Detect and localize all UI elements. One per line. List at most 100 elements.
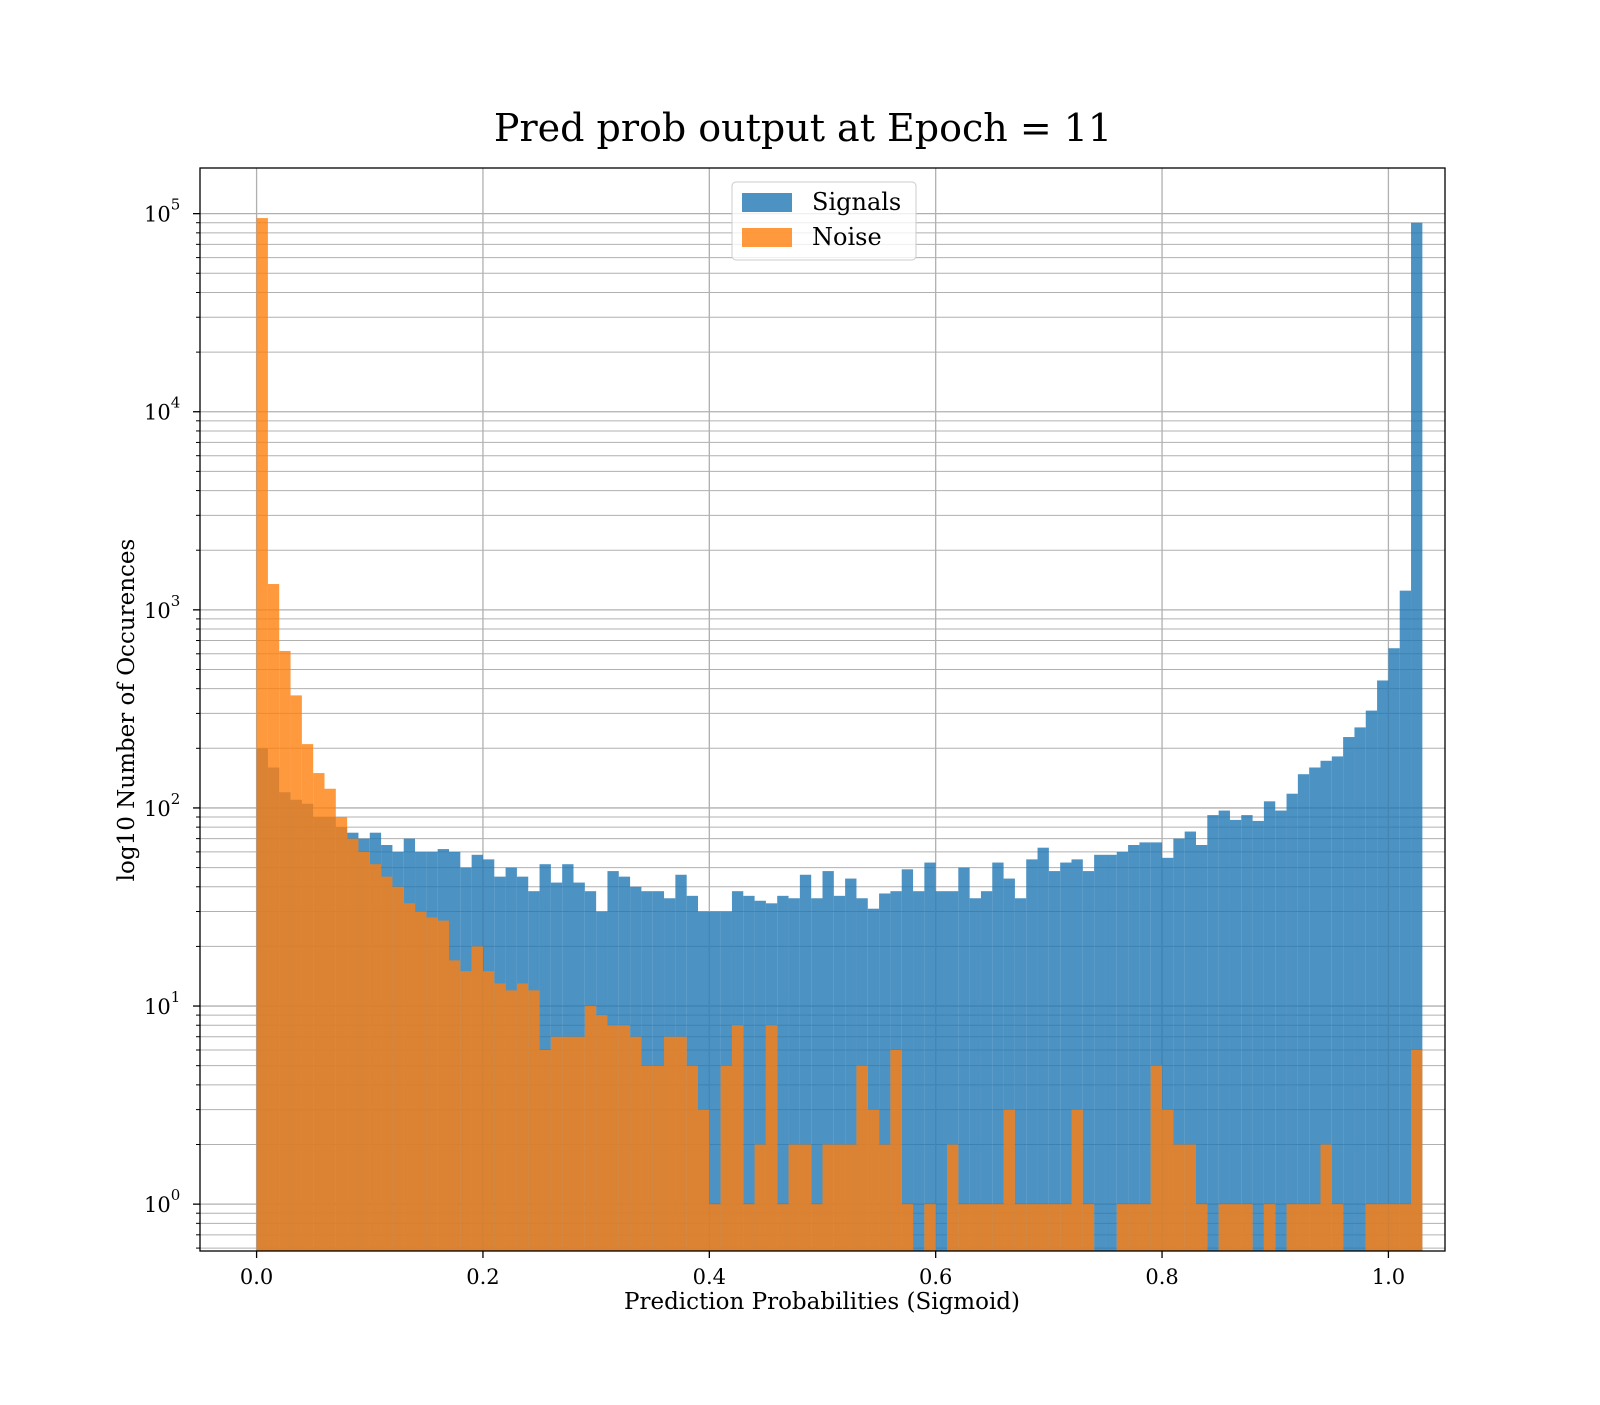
signals-bar (1173, 838, 1185, 1251)
noise-bar (607, 1025, 619, 1251)
signals-bar (833, 895, 846, 1251)
signals-bar (1286, 793, 1298, 1251)
noise-bar (788, 1144, 800, 1251)
signals-bar (811, 898, 823, 1251)
signals-bar (1105, 854, 1117, 1251)
signals-bar (980, 891, 993, 1251)
noise-bar (1071, 1109, 1083, 1251)
noise-bar (664, 1036, 676, 1251)
noise-bar (698, 1109, 710, 1251)
signals-bar (924, 862, 936, 1251)
noise-bar (573, 1036, 585, 1251)
noise-bar (1060, 1204, 1072, 1251)
signals-bar (1263, 801, 1276, 1251)
signals-bar (698, 911, 710, 1251)
noise-bar (324, 788, 336, 1251)
noise-bar (901, 1204, 914, 1251)
noise-bar (947, 1144, 959, 1251)
noise-bar (562, 1036, 574, 1251)
signals-bar (1218, 810, 1230, 1251)
signals-bar (1196, 845, 1208, 1251)
noise-bar (256, 218, 268, 1252)
noise-bar (1411, 1049, 1423, 1251)
signals-bar (1003, 878, 1015, 1251)
noise-bar (856, 1065, 868, 1251)
noise-bar (1014, 1204, 1027, 1251)
signals-bar (1014, 898, 1027, 1251)
noise-bar (1037, 1204, 1049, 1251)
noise-bar (1297, 1204, 1310, 1251)
x-tick-label: 0.4 (693, 1265, 726, 1289)
signals-bar (1026, 859, 1038, 1251)
signals-bar (1139, 842, 1151, 1251)
legend-swatch-signals (742, 193, 792, 212)
noise-bar (335, 817, 348, 1251)
noise-bar (1196, 1204, 1208, 1251)
noise-bar (301, 744, 314, 1251)
noise-bar (675, 1036, 687, 1251)
signals-bar (913, 891, 925, 1251)
noise-bar (1229, 1204, 1242, 1251)
noise-bar (867, 1109, 880, 1251)
noise-bar (403, 903, 416, 1251)
signals-bar (743, 895, 755, 1251)
noise-bar (539, 1049, 551, 1251)
legend: Signals Noise (731, 181, 917, 261)
noise-bar (415, 911, 427, 1251)
x-tick-label: 0.0 (240, 1265, 273, 1289)
noise-bar (641, 1065, 653, 1251)
noise-bar (290, 695, 302, 1251)
signals-bar (1399, 590, 1412, 1251)
histogram-bars (256, 218, 1423, 1252)
noise-bar (833, 1144, 846, 1251)
x-tick-label: 1.0 (1372, 1265, 1405, 1289)
noise-bar (426, 917, 438, 1251)
noise-bar (799, 1144, 812, 1251)
noise-bar (460, 971, 472, 1251)
y-tick-label: 102 (144, 790, 180, 821)
noise-bar (618, 1025, 631, 1251)
noise-bar (720, 1065, 732, 1251)
signals-bar (1365, 710, 1378, 1251)
signals-bar (901, 869, 914, 1251)
noise-bar (980, 1204, 993, 1251)
signals-bar (1354, 727, 1366, 1251)
noise-bar (347, 838, 359, 1251)
noise-bar (1286, 1204, 1298, 1251)
noise-bar (1241, 1204, 1253, 1251)
noise-bar (1048, 1204, 1061, 1251)
signals-bar (1082, 871, 1095, 1251)
x-tick-label: 0.8 (1145, 1265, 1178, 1289)
signals-bar (947, 891, 959, 1251)
signals-bar (879, 893, 891, 1251)
noise-bar (1026, 1204, 1038, 1251)
signals-bar (1048, 871, 1061, 1251)
x-axis-label: Prediction Probabilities (Sigmoid) (624, 1289, 1020, 1315)
legend-label-noise: Noise (812, 223, 882, 251)
noise-bar (482, 971, 495, 1251)
signals-bar (799, 874, 812, 1251)
y-tick-label: 105 (144, 196, 180, 227)
signals-bar (1388, 648, 1400, 1251)
signals-bar (1241, 815, 1253, 1251)
noise-bar (1184, 1144, 1196, 1251)
signals-bar (1275, 810, 1287, 1251)
signals-bar (1377, 680, 1389, 1251)
signals-bar (777, 895, 789, 1251)
signals-bar (1071, 859, 1083, 1251)
x-tick-label: 0.2 (466, 1265, 499, 1289)
noise-bar (958, 1204, 970, 1251)
y-tick-label: 100 (144, 1186, 180, 1217)
noise-bar (471, 946, 483, 1251)
y-tick-exponent: 5 (171, 196, 181, 214)
noise-bar (822, 1144, 834, 1251)
chart-title: Pred prob output at Epoch = 11 (494, 106, 1112, 150)
noise-bar (1150, 1065, 1163, 1251)
signals-bar (1331, 756, 1344, 1251)
y-tick-exponent: 3 (171, 592, 181, 610)
legend-label-signals: Signals (812, 188, 901, 216)
signals-bar (1060, 862, 1072, 1251)
signals-bar (1184, 831, 1196, 1251)
